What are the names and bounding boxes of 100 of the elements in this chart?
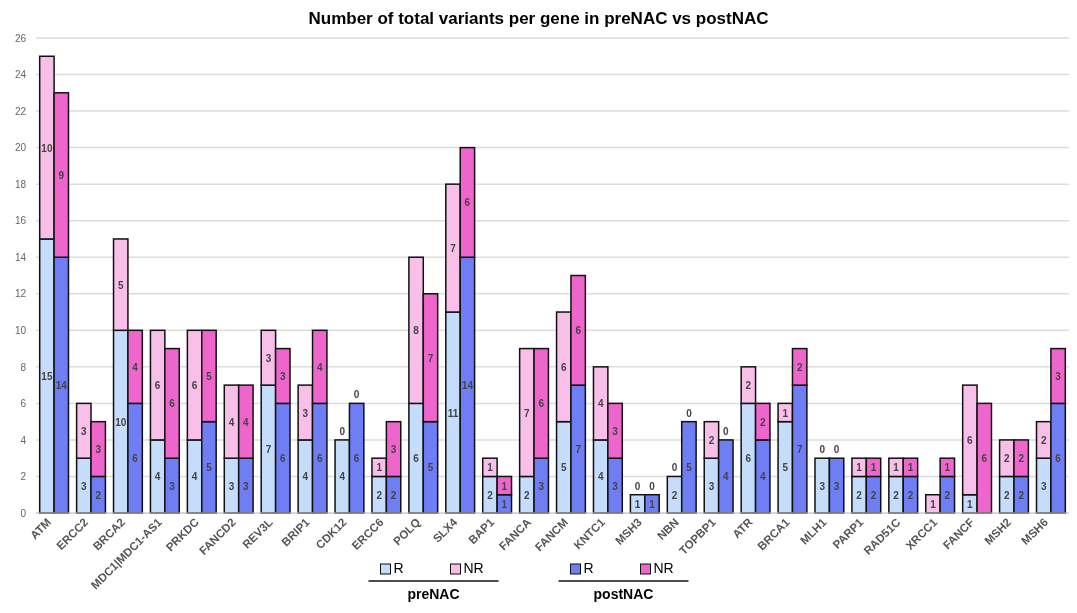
data-label: 6: [745, 453, 752, 465]
data-label: 3: [243, 480, 250, 492]
data-label: 5: [427, 462, 434, 474]
data-label: 2: [759, 416, 766, 428]
data-label: 6: [154, 380, 161, 392]
data-label: 0: [686, 407, 693, 419]
data-label: 3: [833, 480, 840, 492]
y-tick-label: 10: [14, 325, 27, 337]
data-label: 2: [708, 434, 715, 446]
legend-label: NR: [463, 560, 484, 576]
data-label: 4: [759, 471, 766, 483]
data-label: 3: [1055, 370, 1062, 382]
data-label: 8: [413, 325, 420, 337]
data-label: 0: [353, 389, 360, 401]
data-label: 4: [132, 361, 139, 373]
y-tick-label: 18: [14, 178, 27, 190]
data-label: 2: [856, 489, 863, 501]
data-label: 4: [302, 471, 309, 483]
y-tick-label: 2: [20, 471, 27, 483]
data-label: 0: [723, 425, 730, 437]
data-label: 6: [1055, 453, 1062, 465]
data-label: 2: [1018, 453, 1025, 465]
data-label: 5: [560, 462, 567, 474]
data-label: 7: [524, 407, 531, 419]
data-label: 3: [538, 480, 545, 492]
data-label: 1: [634, 498, 641, 510]
data-label: 5: [782, 462, 789, 474]
data-label: 3: [302, 407, 309, 419]
data-label: 3: [265, 352, 272, 364]
data-label: 4: [316, 361, 323, 373]
data-label: 3: [169, 480, 176, 492]
data-label: 9: [58, 170, 65, 182]
data-label: 1: [944, 462, 951, 474]
data-label: 0: [339, 425, 346, 437]
y-tick-label: 12: [14, 288, 27, 300]
data-label: 10: [115, 416, 127, 428]
data-label: 2: [893, 489, 900, 501]
data-label: 2: [796, 361, 803, 373]
data-label: 3: [228, 480, 235, 492]
data-label: 6: [316, 453, 323, 465]
data-label: 6: [280, 453, 287, 465]
data-label: 6: [132, 453, 139, 465]
data-label: 5: [206, 370, 213, 382]
data-label: 2: [1040, 434, 1047, 446]
data-label: 1: [649, 498, 656, 510]
data-label: 7: [265, 444, 272, 456]
data-label: 4: [243, 416, 250, 428]
data-label: 3: [81, 425, 88, 437]
y-tick-label: 4: [20, 434, 27, 446]
y-tick-label: 6: [20, 398, 27, 410]
data-label: 2: [524, 489, 531, 501]
data-label: 3: [390, 444, 397, 456]
data-label: 2: [95, 489, 102, 501]
data-label: 6: [353, 453, 360, 465]
data-label: 2: [1004, 489, 1011, 501]
data-label: 14: [55, 380, 68, 392]
data-label: 1: [501, 480, 508, 492]
data-label: 4: [723, 471, 730, 483]
data-label: 3: [81, 480, 88, 492]
data-label: 14: [461, 380, 474, 392]
data-label: 10: [41, 142, 53, 154]
legend-label: R: [393, 560, 404, 576]
data-label: 2: [944, 489, 951, 501]
y-tick-label: 24: [14, 69, 27, 81]
data-label: 1: [856, 462, 863, 474]
y-tick-label: 26: [14, 32, 27, 44]
legend-label: R: [583, 560, 594, 576]
data-label: 6: [575, 325, 582, 337]
data-label: 6: [538, 398, 545, 410]
y-tick-label: 0: [20, 507, 27, 519]
text: postNAC: [593, 586, 654, 602]
data-label: 7: [575, 444, 582, 456]
data-label: 1: [870, 462, 877, 474]
data-label: 3: [819, 480, 826, 492]
data-label: 11: [447, 407, 459, 419]
data-label: 1: [893, 462, 900, 474]
data-label: 7: [796, 444, 803, 456]
y-tick-label: 8: [20, 361, 27, 373]
data-label: 2: [487, 489, 494, 501]
data-label: 4: [597, 398, 604, 410]
data-label: 0: [649, 480, 656, 492]
data-label: 6: [967, 434, 974, 446]
data-label: 3: [1040, 480, 1047, 492]
data-label: 7: [427, 352, 434, 364]
data-label: 7: [450, 243, 457, 255]
legend-label: NR: [653, 560, 674, 576]
data-label: 15: [41, 370, 53, 382]
data-label: 4: [154, 471, 161, 483]
data-label: 2: [870, 489, 877, 501]
data-label: 4: [597, 471, 604, 483]
data-label: 2: [745, 380, 752, 392]
data-label: 4: [228, 416, 235, 428]
data-label: 6: [169, 398, 176, 410]
data-label: 2: [390, 489, 397, 501]
y-tick-label: 20: [14, 142, 27, 154]
data-label: 1: [376, 462, 383, 474]
data-label: 6: [981, 453, 988, 465]
data-label: 4: [339, 471, 346, 483]
data-label: 0: [671, 462, 678, 474]
data-label: 6: [560, 361, 567, 373]
